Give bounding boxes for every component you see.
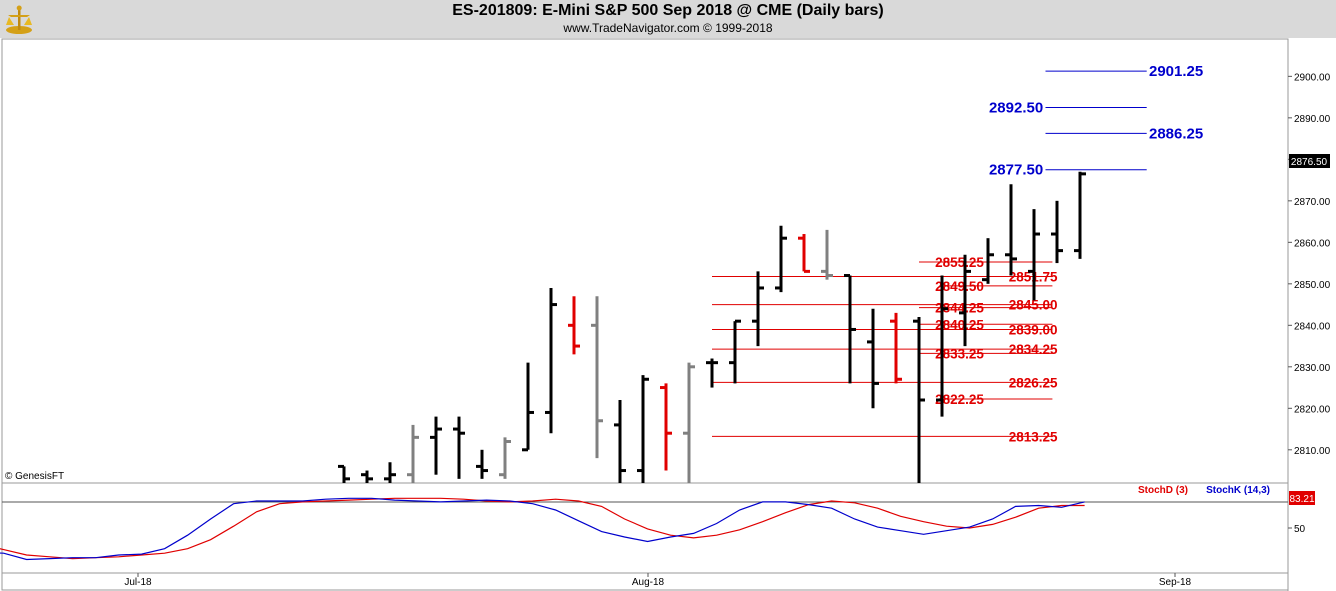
stoch-axis: 50 bbox=[1288, 524, 1306, 535]
stoch-series-1 bbox=[0, 497, 1085, 561]
level-label-4: 2855.25 bbox=[935, 255, 984, 270]
level-label-6: 2849.50 bbox=[935, 279, 984, 294]
level-label-9: 2840.25 bbox=[935, 317, 984, 332]
price-axis: 2810.00 2820.00 2830.00 2840.00 2850.00 2860.… bbox=[1288, 72, 1331, 457]
time-tick-label-1: Aug-18 bbox=[632, 577, 665, 588]
level-label-14: 2822.25 bbox=[935, 392, 984, 407]
level-label-0: 2901.25 bbox=[1149, 63, 1203, 80]
price-tick-label-3: 2840.00 bbox=[1294, 321, 1331, 332]
price-tick-label-1: 2820.00 bbox=[1294, 404, 1331, 415]
time-tick-label-2: Sep-18 bbox=[1159, 577, 1192, 588]
price-tick-label-9: 2900.00 bbox=[1294, 72, 1331, 83]
genesis-logo-icon bbox=[3, 3, 35, 35]
price-tick-label-8: 2890.00 bbox=[1294, 114, 1331, 125]
stoch-tick-label-0: 50 bbox=[1294, 524, 1306, 535]
level-label-11: 2834.25 bbox=[1009, 342, 1058, 357]
last-stoch-label: 83.21 bbox=[1289, 494, 1314, 505]
price-tick-label-0: 2810.00 bbox=[1294, 446, 1331, 457]
legend-stochd: StochD (3) bbox=[1138, 485, 1188, 496]
stochastic-lines bbox=[0, 497, 1085, 561]
level-label-13: 2826.25 bbox=[1009, 375, 1058, 390]
last-price-label: 2876.50 bbox=[1291, 157, 1328, 168]
copyright-label: © GenesisFT bbox=[5, 471, 64, 482]
price-tick-label-4: 2850.00 bbox=[1294, 280, 1331, 291]
time-tick-label-0: Jul-18 bbox=[124, 577, 152, 588]
level-label-3: 2877.50 bbox=[989, 162, 1043, 179]
price-tick-label-6: 2870.00 bbox=[1294, 197, 1331, 208]
price-levels: 2901.252892.502886.252877.502855.252851.… bbox=[712, 63, 1203, 444]
stoch-series-0 bbox=[0, 497, 1085, 560]
last-price-tag bbox=[1289, 154, 1330, 168]
ohlc-bars bbox=[338, 171, 1086, 483]
chart-subtitle: www.TradeNavigator.com © 1999-2018 bbox=[563, 21, 773, 35]
last-stoch-tag bbox=[1289, 491, 1315, 505]
level-label-8: 2844.25 bbox=[935, 301, 984, 316]
price-panel-frame bbox=[1, 38, 1289, 484]
time-axis: Jul-18 Aug-18 Sep-18 bbox=[124, 573, 1192, 588]
level-label-1: 2892.50 bbox=[989, 99, 1043, 116]
price-tick-label-2: 2830.00 bbox=[1294, 363, 1331, 374]
level-label-15: 2813.25 bbox=[1009, 429, 1058, 444]
level-label-2: 2886.25 bbox=[1149, 125, 1203, 142]
level-label-10: 2839.00 bbox=[1009, 322, 1058, 337]
chart-title: ES-201809: E-Mini S&P 500 Sep 2018 @ CME… bbox=[452, 2, 884, 19]
level-label-12: 2833.25 bbox=[935, 346, 984, 361]
legend-stochk: StochK (14,3) bbox=[1206, 485, 1270, 496]
price-tick-label-5: 2860.00 bbox=[1294, 238, 1331, 249]
level-label-7: 2845.00 bbox=[1009, 298, 1058, 313]
chart-header bbox=[0, 0, 1336, 38]
